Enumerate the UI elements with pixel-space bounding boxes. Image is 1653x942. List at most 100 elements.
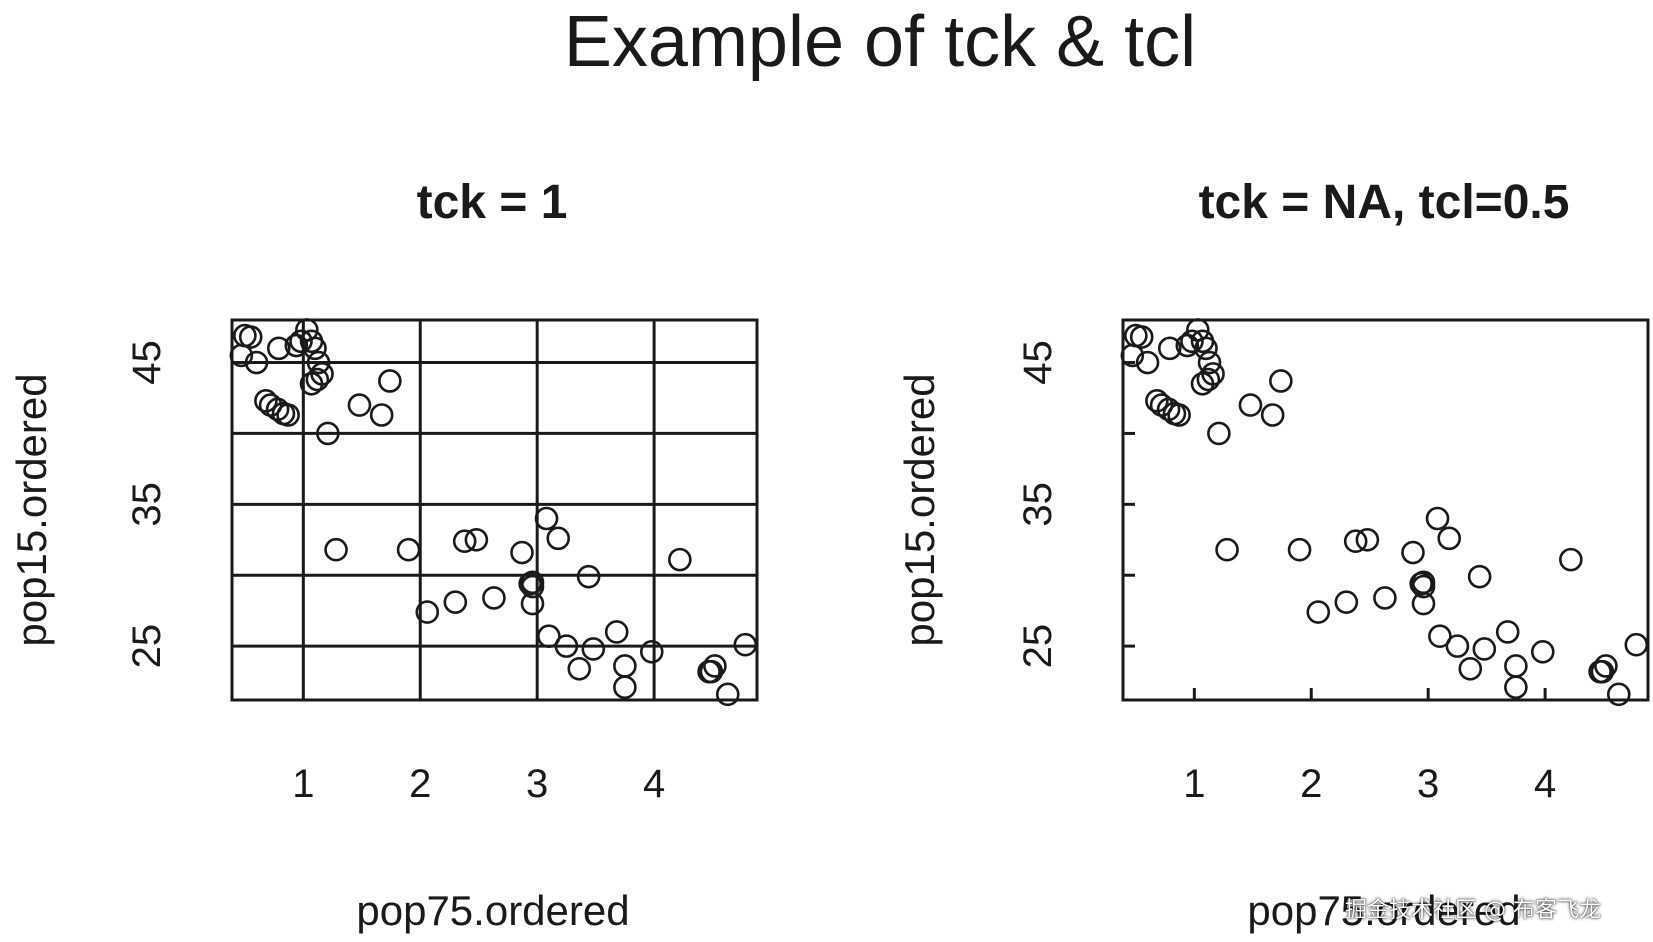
data-point [347, 393, 372, 417]
y-tick-label: 35 [125, 482, 169, 527]
data-point [733, 632, 758, 657]
data-point [1355, 527, 1380, 552]
y-tick-label: 25 [125, 624, 169, 669]
data-point [254, 389, 278, 413]
data-point [1306, 600, 1331, 624]
panel-left-gridlines [232, 320, 757, 700]
data-point [443, 590, 468, 614]
x-tick-label: 2 [409, 762, 431, 806]
data-point [699, 659, 724, 684]
data-point [1428, 624, 1452, 648]
data-point [1425, 506, 1450, 531]
data-point [581, 637, 606, 661]
data-point [567, 657, 592, 681]
data-point [520, 570, 545, 595]
data-point [1269, 369, 1293, 393]
data-point [1197, 350, 1222, 375]
data-point [415, 600, 440, 624]
panel-left-y-tick-labels: 25 35 45 [125, 340, 169, 668]
data-point [703, 654, 727, 678]
data-point [266, 336, 291, 361]
data-point [1157, 336, 1182, 361]
x-tick-label: 1 [292, 762, 314, 806]
y-tick-label: 35 [1016, 482, 1060, 527]
data-point [244, 350, 269, 375]
panel-left-title: tck = 1 [417, 176, 568, 229]
data-point [1207, 421, 1231, 446]
data-point [303, 336, 327, 361]
data-point [1120, 343, 1145, 368]
data-point [369, 403, 394, 427]
data-point [715, 682, 740, 707]
panel-right-points [1120, 318, 1649, 707]
data-point [1287, 537, 1312, 562]
data-point [1196, 367, 1221, 392]
data-point [1559, 547, 1583, 572]
data-point [546, 526, 571, 551]
data-point [1260, 403, 1285, 427]
data-point [1135, 350, 1160, 375]
panel-right: tck = NA, tcl=0.5 1 2 3 4 25 35 45 pop75.orde… [896, 176, 1650, 934]
data-point [1445, 634, 1470, 658]
watermark-text: 掘金技术社区 @ 布客飞龙 [1345, 898, 1601, 923]
data-point [396, 537, 421, 562]
data-point [537, 624, 561, 648]
data-point [1334, 590, 1359, 614]
data-point [316, 421, 340, 446]
data-point [1458, 657, 1483, 681]
panel-right-ticks [1123, 361, 1547, 700]
data-point [668, 547, 692, 572]
y-tick-label: 25 [1016, 624, 1060, 669]
panel-left-x-axis-label: pop75.ordered [356, 887, 629, 934]
panel-right-y-axis-label: pop15.ordered [896, 373, 943, 646]
data-point [452, 529, 477, 553]
data-point [1343, 529, 1368, 553]
data-point [1624, 632, 1649, 657]
data-point [1401, 540, 1425, 565]
data-point [482, 586, 506, 610]
x-tick-label: 4 [1534, 762, 1556, 806]
data-point [1530, 639, 1555, 664]
panel-left-plot-frame [230, 318, 759, 702]
data-point [289, 329, 313, 354]
data-point [1215, 537, 1239, 562]
data-point [1504, 654, 1528, 678]
data-point [576, 564, 601, 589]
data-point [1467, 564, 1492, 589]
panel-left-points [229, 318, 758, 707]
data-point [1504, 675, 1528, 700]
x-tick-label: 1 [1183, 762, 1205, 806]
data-point [1373, 586, 1397, 610]
panel-left: tck = 1 1 2 3 4 25 35 45 pop75.ordered pop15.… [8, 176, 759, 934]
y-tick-label: 45 [1016, 340, 1060, 385]
x-tick-label: 3 [526, 762, 548, 806]
data-point [1606, 682, 1631, 707]
data-point [229, 343, 254, 368]
data-point [1495, 620, 1520, 644]
data-point [1472, 637, 1497, 661]
data-point [324, 537, 348, 562]
data-point [464, 527, 489, 552]
data-point [276, 403, 300, 427]
data-point [554, 634, 579, 658]
data-point [1167, 403, 1191, 427]
data-point [1194, 336, 1218, 361]
data-point [378, 369, 402, 393]
x-tick-label: 2 [1300, 762, 1322, 806]
data-point [639, 639, 664, 664]
data-point [534, 506, 559, 531]
data-point [1201, 362, 1225, 386]
x-tick-label: 3 [1417, 762, 1439, 806]
panel-right-plot-frame [1121, 318, 1650, 702]
data-point [1145, 389, 1169, 413]
data-point [238, 325, 263, 349]
data-point [1238, 393, 1263, 417]
data-point [306, 350, 331, 375]
data-point [510, 540, 534, 565]
data-point [305, 367, 330, 392]
data-point [1129, 325, 1154, 349]
data-point [1594, 654, 1618, 678]
data-point [604, 620, 629, 644]
data-point [1437, 526, 1462, 551]
